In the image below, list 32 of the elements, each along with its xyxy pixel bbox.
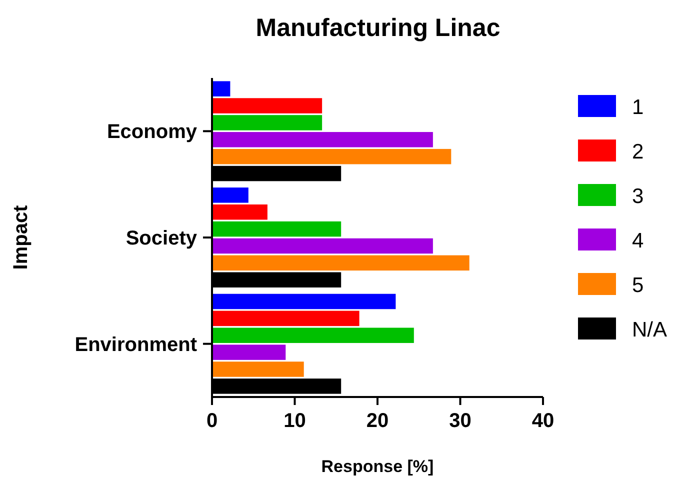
legend-label: 3	[632, 185, 644, 208]
x-axis-title: Response [%]	[321, 457, 434, 476]
bar	[212, 328, 414, 343]
bar	[212, 310, 360, 326]
bar	[212, 188, 248, 203]
chart-title: Manufacturing Linac	[256, 14, 500, 42]
bar	[212, 98, 322, 114]
x-tick-label: 40	[532, 410, 554, 432]
x-tick-label: 0	[206, 410, 218, 432]
bar	[212, 204, 268, 220]
legend-label: 2	[632, 140, 644, 164]
bar	[212, 132, 433, 148]
bar	[212, 81, 230, 96]
bar	[212, 362, 304, 377]
legend-label: 4	[632, 230, 644, 252]
y-axis-title: Impact	[10, 204, 32, 270]
y-tick-label: Environment	[74, 334, 198, 356]
bar	[212, 221, 342, 237]
bar	[212, 115, 322, 130]
y-tick-label: Society	[126, 228, 198, 250]
bar	[212, 344, 286, 360]
bar	[212, 255, 470, 271]
x-tick-label: 10	[284, 410, 306, 432]
legend-label: 1	[632, 96, 644, 119]
legend-label: N/A	[632, 318, 668, 342]
y-tick-label: Economy	[106, 121, 198, 144]
bar	[212, 238, 433, 254]
x-tick-label: 20	[366, 410, 389, 432]
legend-label: 5	[632, 274, 644, 297]
x-tick-label: 30	[449, 410, 472, 432]
bar	[212, 148, 452, 164]
bar	[212, 294, 396, 310]
